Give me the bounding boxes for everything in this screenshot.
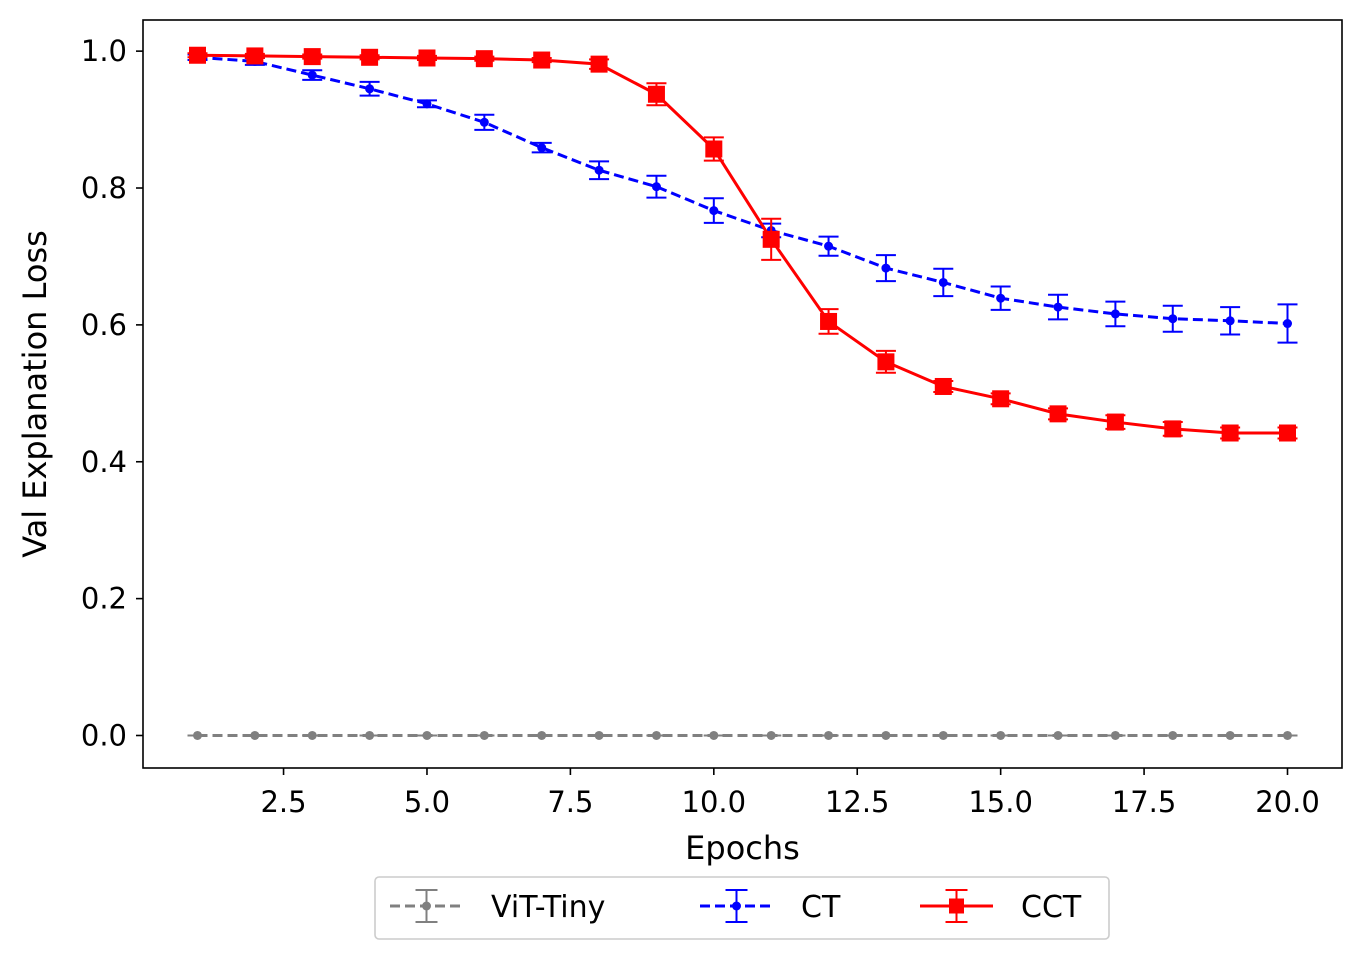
x-tick-label: 15.0 xyxy=(968,785,1033,819)
data-point xyxy=(949,898,964,914)
data-point xyxy=(1225,730,1235,740)
series-cct xyxy=(187,46,1298,442)
data-point xyxy=(1225,316,1235,326)
data-point xyxy=(250,730,260,740)
series-line xyxy=(197,55,1288,326)
data-point xyxy=(246,47,264,65)
data-point xyxy=(996,730,1006,740)
data-point xyxy=(361,48,379,66)
legend-label: CCT xyxy=(1021,890,1082,925)
data-point xyxy=(189,46,206,64)
data-point xyxy=(651,182,661,192)
x-tick-label: 5.0 xyxy=(404,785,450,819)
legend-label: CT xyxy=(801,890,841,925)
data-point xyxy=(762,230,780,248)
data-point xyxy=(365,730,375,740)
data-point xyxy=(418,49,436,67)
series-line xyxy=(197,53,1288,435)
legend-label: ViT-Tiny xyxy=(491,890,605,925)
data-point xyxy=(590,55,608,73)
data-point xyxy=(732,901,741,911)
plot-frame xyxy=(142,19,1343,769)
legend-box xyxy=(374,876,1110,940)
data-point xyxy=(1110,730,1120,740)
data-point xyxy=(651,730,661,740)
y-tick-label: 0.4 xyxy=(81,445,127,479)
data-point xyxy=(1110,309,1120,319)
y-tick-label: 1.0 xyxy=(81,34,127,68)
data-point xyxy=(709,206,719,216)
data-point xyxy=(1049,405,1067,423)
data-point xyxy=(594,730,604,740)
data-point xyxy=(1221,424,1239,442)
data-point xyxy=(992,390,1010,408)
x-tick-label: 7.5 xyxy=(547,785,593,819)
data-point xyxy=(824,730,834,740)
x-tick-label: 2.5 xyxy=(260,785,306,819)
data-point xyxy=(1053,302,1063,312)
data-point xyxy=(537,730,547,740)
series-ct xyxy=(187,52,1298,344)
data-point xyxy=(1164,420,1182,438)
data-point xyxy=(1053,730,1063,740)
data-point xyxy=(881,263,891,273)
data-point xyxy=(996,293,1006,303)
data-point xyxy=(1279,424,1296,442)
data-point xyxy=(365,84,375,94)
data-point xyxy=(594,165,604,175)
data-point xyxy=(422,901,431,911)
legend: ViT-Tiny CT CCT xyxy=(374,876,1110,940)
data-point xyxy=(766,730,776,740)
data-point xyxy=(877,353,895,371)
data-point xyxy=(824,241,834,251)
x-tick-label: 10.0 xyxy=(682,785,747,819)
y-tick-label: 0.0 xyxy=(81,718,127,752)
data-point xyxy=(705,140,723,158)
data-point xyxy=(1106,413,1124,431)
data-point xyxy=(533,51,551,69)
legend-item: ViT-Tiny xyxy=(390,889,605,925)
data-point xyxy=(193,730,202,740)
data-point xyxy=(1283,319,1292,329)
data-point xyxy=(1283,730,1292,740)
legend-item: CT xyxy=(700,889,841,925)
data-point xyxy=(303,48,321,66)
y-tick-label: 0.8 xyxy=(81,171,127,205)
data-point xyxy=(307,70,317,80)
plot-series xyxy=(187,46,1298,740)
data-point xyxy=(820,312,838,330)
x-tick-label: 12.5 xyxy=(825,785,890,819)
y-axis-label: Val Explanation Loss xyxy=(16,230,54,558)
data-point xyxy=(1168,314,1178,324)
data-point xyxy=(934,377,952,395)
data-point xyxy=(537,143,547,153)
y-tick-label: 0.6 xyxy=(81,308,127,342)
data-point xyxy=(307,730,317,740)
data-point xyxy=(881,730,891,740)
legend-item: CCT xyxy=(920,889,1082,925)
data-point xyxy=(475,50,493,68)
data-point xyxy=(938,277,948,287)
data-point xyxy=(422,99,432,109)
data-point xyxy=(479,117,489,127)
data-point xyxy=(1168,730,1178,740)
x-axis-label: Epochs xyxy=(685,829,800,867)
data-point xyxy=(422,730,432,740)
y-tick-label: 0.2 xyxy=(81,582,127,616)
data-point xyxy=(709,730,719,740)
axis-ticks: 2.5 5.0 7.5 10.0 12.5 15.0 17.5 20.0 0.0 0.2 0.4 0.… xyxy=(81,34,1320,819)
x-tick-label: 17.5 xyxy=(1112,785,1177,819)
data-point xyxy=(647,85,665,103)
data-point xyxy=(479,730,489,740)
data-point xyxy=(938,730,948,740)
x-tick-label: 20.0 xyxy=(1255,785,1320,819)
series-vit-tiny xyxy=(187,730,1298,740)
